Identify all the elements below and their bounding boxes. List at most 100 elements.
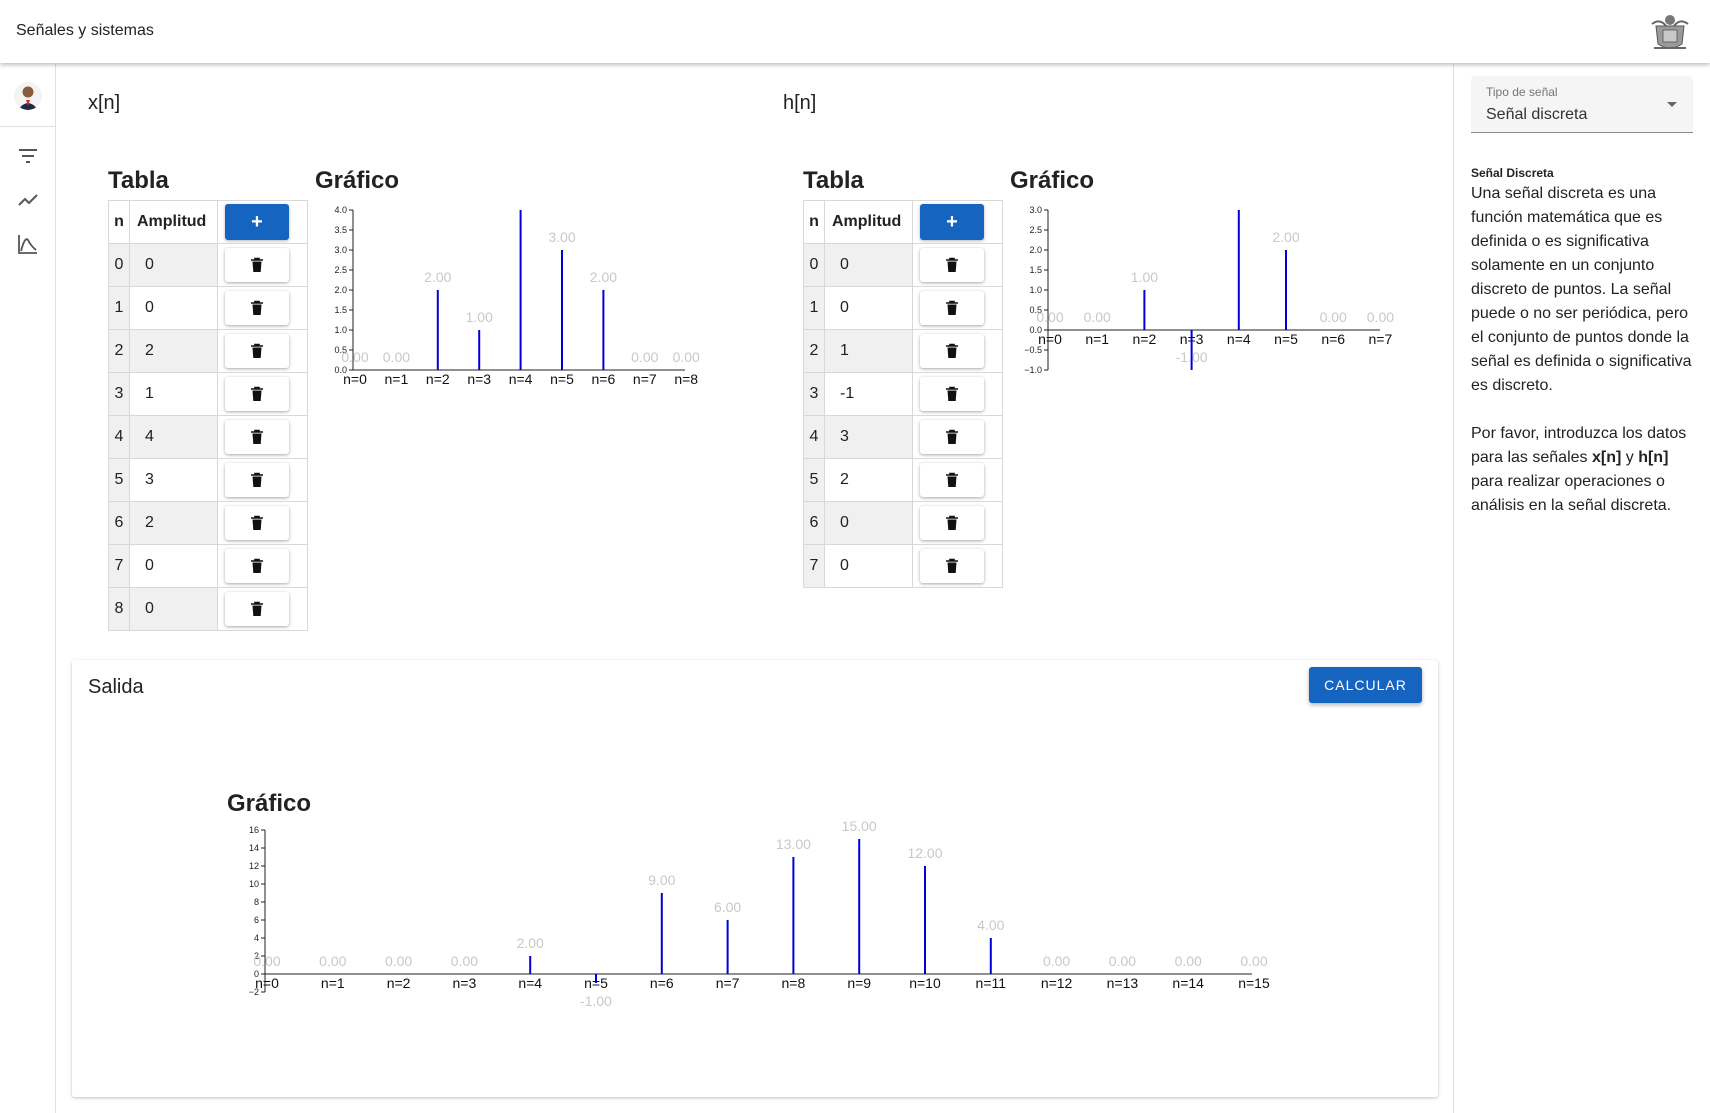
delete-row-button[interactable] bbox=[920, 248, 984, 282]
delete-cell bbox=[217, 415, 308, 459]
signal-type-select[interactable]: Tipo de señal Señal discreta bbox=[1471, 76, 1693, 133]
data-label: 0.00 bbox=[383, 349, 410, 365]
y-tick-label: 8 bbox=[254, 897, 259, 907]
x-tick-label: n=3 bbox=[467, 371, 491, 387]
info-text: Una señal discreta es una función matemá… bbox=[1471, 182, 1696, 542]
trash-icon bbox=[251, 472, 263, 487]
y-tick-label: 0.5 bbox=[334, 345, 347, 355]
delete-row-button[interactable] bbox=[225, 463, 289, 497]
h-add-cell: + bbox=[912, 200, 1003, 244]
amplitude-cell[interactable]: 2 bbox=[824, 458, 913, 502]
amplitude-cell[interactable]: 2 bbox=[129, 501, 218, 545]
signal-type-label: Tipo de señal bbox=[1486, 85, 1558, 99]
data-label: 0.00 bbox=[341, 349, 368, 365]
data-label: 3.00 bbox=[548, 229, 575, 245]
h-add-row-button[interactable]: + bbox=[920, 204, 984, 240]
bell-curve-icon[interactable] bbox=[16, 232, 40, 256]
filter-icon[interactable] bbox=[16, 144, 40, 168]
delete-row-button[interactable] bbox=[225, 549, 289, 583]
amplitude-cell[interactable]: 2 bbox=[129, 329, 218, 373]
data-label: 0.00 bbox=[1043, 953, 1070, 969]
amplitude-cell[interactable]: 3 bbox=[129, 458, 218, 502]
row-index: 5 bbox=[803, 458, 825, 502]
x-tick-label: n=2 bbox=[387, 975, 411, 991]
row-index: 1 bbox=[108, 286, 130, 330]
delete-cell bbox=[217, 458, 308, 502]
line-chart-icon[interactable] bbox=[16, 188, 40, 212]
delete-row-button[interactable] bbox=[920, 377, 984, 411]
delete-row-button[interactable] bbox=[225, 592, 289, 626]
amplitude-cell[interactable]: 1 bbox=[129, 372, 218, 416]
delete-row-button[interactable] bbox=[225, 334, 289, 368]
trash-icon bbox=[946, 472, 958, 487]
x-tick-label: n=7 bbox=[1369, 331, 1393, 347]
amplitude-cell[interactable]: -1 bbox=[824, 372, 913, 416]
x-tick-label: n=15 bbox=[1238, 975, 1270, 991]
row-index: 0 bbox=[803, 243, 825, 287]
y-tick-label: 1.0 bbox=[1029, 285, 1042, 295]
amplitude-cell[interactable]: 0 bbox=[824, 544, 913, 588]
y-tick-label: 2.0 bbox=[1029, 245, 1042, 255]
x-tick-label: n=11 bbox=[976, 975, 1007, 991]
left-nav bbox=[0, 64, 56, 1113]
info-title: Señal Discreta bbox=[1471, 166, 1554, 180]
delete-row-button[interactable] bbox=[920, 420, 984, 454]
delete-row-button[interactable] bbox=[225, 248, 289, 282]
y-tick-label: 14 bbox=[249, 843, 259, 853]
data-label: -1.00 bbox=[580, 993, 612, 1009]
amplitude-cell[interactable]: 0 bbox=[824, 286, 913, 330]
delete-row-button[interactable] bbox=[920, 506, 984, 540]
amplitude-cell[interactable]: 3 bbox=[824, 415, 913, 459]
delete-cell bbox=[912, 329, 1003, 373]
y-tick-label: 0.0 bbox=[1029, 325, 1042, 335]
output-chart: −2 0 2 4 6 8 10 12 14 16 n=0 0.00 n=1 0.00 n=2 0.00 n=3 0… bbox=[249, 818, 1270, 1009]
x-tick-label: n=6 bbox=[1321, 331, 1345, 347]
delete-row-button[interactable] bbox=[225, 420, 289, 454]
trash-icon bbox=[251, 429, 263, 444]
y-tick-label: 10 bbox=[249, 879, 259, 889]
amplitude-cell[interactable]: 0 bbox=[824, 243, 913, 287]
data-label: 0.00 bbox=[1084, 309, 1111, 325]
calculate-button[interactable]: CALCULAR bbox=[1309, 667, 1422, 703]
row-index: 8 bbox=[108, 587, 130, 631]
amplitude-cell[interactable]: 0 bbox=[129, 544, 218, 588]
delete-cell bbox=[217, 243, 308, 287]
amplitude-cell[interactable]: 0 bbox=[129, 587, 218, 631]
delete-row-button[interactable] bbox=[920, 291, 984, 325]
amplitude-cell[interactable]: 0 bbox=[129, 286, 218, 330]
x-add-row-button[interactable]: + bbox=[225, 204, 289, 240]
info-p2-h: h[n] bbox=[1638, 449, 1669, 466]
data-label: 0.00 bbox=[319, 953, 346, 969]
delete-row-button[interactable] bbox=[225, 506, 289, 540]
amplitude-cell[interactable]: 0 bbox=[824, 501, 913, 545]
data-label: 6.00 bbox=[714, 899, 741, 915]
x-tick-label: n=1 bbox=[385, 371, 409, 387]
delete-cell bbox=[217, 501, 308, 545]
amplitude-cell[interactable]: 1 bbox=[824, 329, 913, 373]
y-tick-label: 1.5 bbox=[1029, 265, 1042, 275]
row-index: 7 bbox=[108, 544, 130, 588]
avatar[interactable] bbox=[14, 82, 42, 110]
y-tick-label: 3.0 bbox=[334, 245, 347, 255]
amplitude-cell[interactable]: 4 bbox=[129, 415, 218, 459]
amplitude-cell[interactable]: 0 bbox=[129, 243, 218, 287]
delete-row-button[interactable] bbox=[225, 291, 289, 325]
delete-row-button[interactable] bbox=[920, 549, 984, 583]
table-row: 3 -1 bbox=[803, 372, 1003, 416]
signal-type-value: Señal discreta bbox=[1486, 106, 1588, 123]
delete-row-button[interactable] bbox=[225, 377, 289, 411]
x-tick-label: n=0 bbox=[343, 371, 367, 387]
delete-row-button[interactable] bbox=[920, 334, 984, 368]
trash-icon bbox=[251, 257, 263, 272]
y-tick-label: −2 bbox=[249, 987, 259, 997]
delete-row-button[interactable] bbox=[920, 463, 984, 497]
row-index: 3 bbox=[803, 372, 825, 416]
